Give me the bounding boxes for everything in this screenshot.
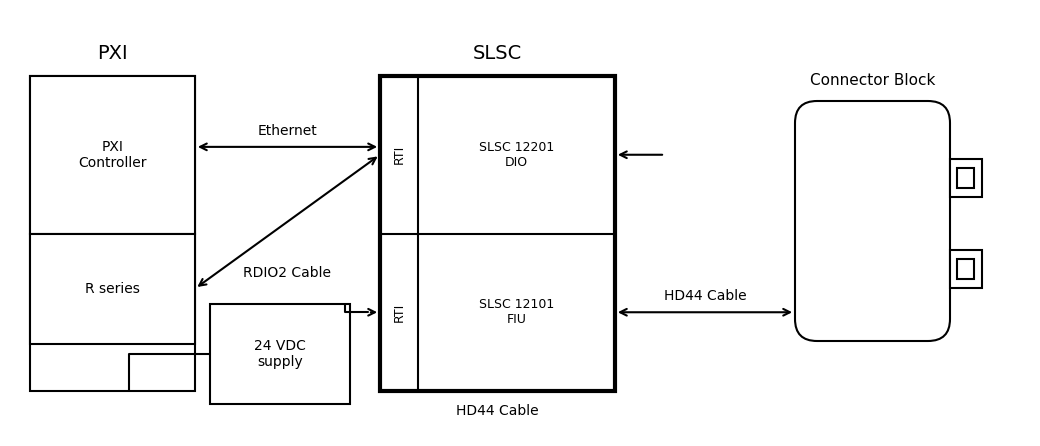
FancyBboxPatch shape (950, 250, 982, 288)
FancyBboxPatch shape (210, 304, 350, 404)
FancyBboxPatch shape (30, 76, 194, 391)
FancyBboxPatch shape (950, 159, 982, 197)
FancyBboxPatch shape (958, 168, 974, 188)
Text: SLSC 12201
DIO: SLSC 12201 DIO (478, 141, 554, 169)
Text: RTI: RTI (392, 145, 406, 165)
Text: SLSC: SLSC (473, 44, 522, 63)
Text: R series: R series (85, 281, 140, 296)
FancyBboxPatch shape (380, 76, 615, 391)
Text: RTI: RTI (392, 303, 406, 322)
FancyBboxPatch shape (30, 76, 194, 234)
FancyBboxPatch shape (30, 234, 194, 344)
FancyBboxPatch shape (795, 101, 950, 341)
Text: SLSC 12101
FIU: SLSC 12101 FIU (478, 298, 554, 326)
Text: HD44 Cable: HD44 Cable (664, 289, 747, 303)
FancyBboxPatch shape (958, 259, 974, 279)
Text: Ethernet: Ethernet (258, 124, 317, 138)
Text: PXI
Controller: PXI Controller (78, 140, 147, 170)
Text: 24 VDC
supply: 24 VDC supply (254, 339, 306, 369)
Text: RDIO2 Cable: RDIO2 Cable (243, 266, 332, 280)
Text: PXI: PXI (97, 44, 128, 63)
Text: HD44 Cable: HD44 Cable (457, 404, 539, 418)
Text: Connector Block: Connector Block (810, 73, 935, 88)
